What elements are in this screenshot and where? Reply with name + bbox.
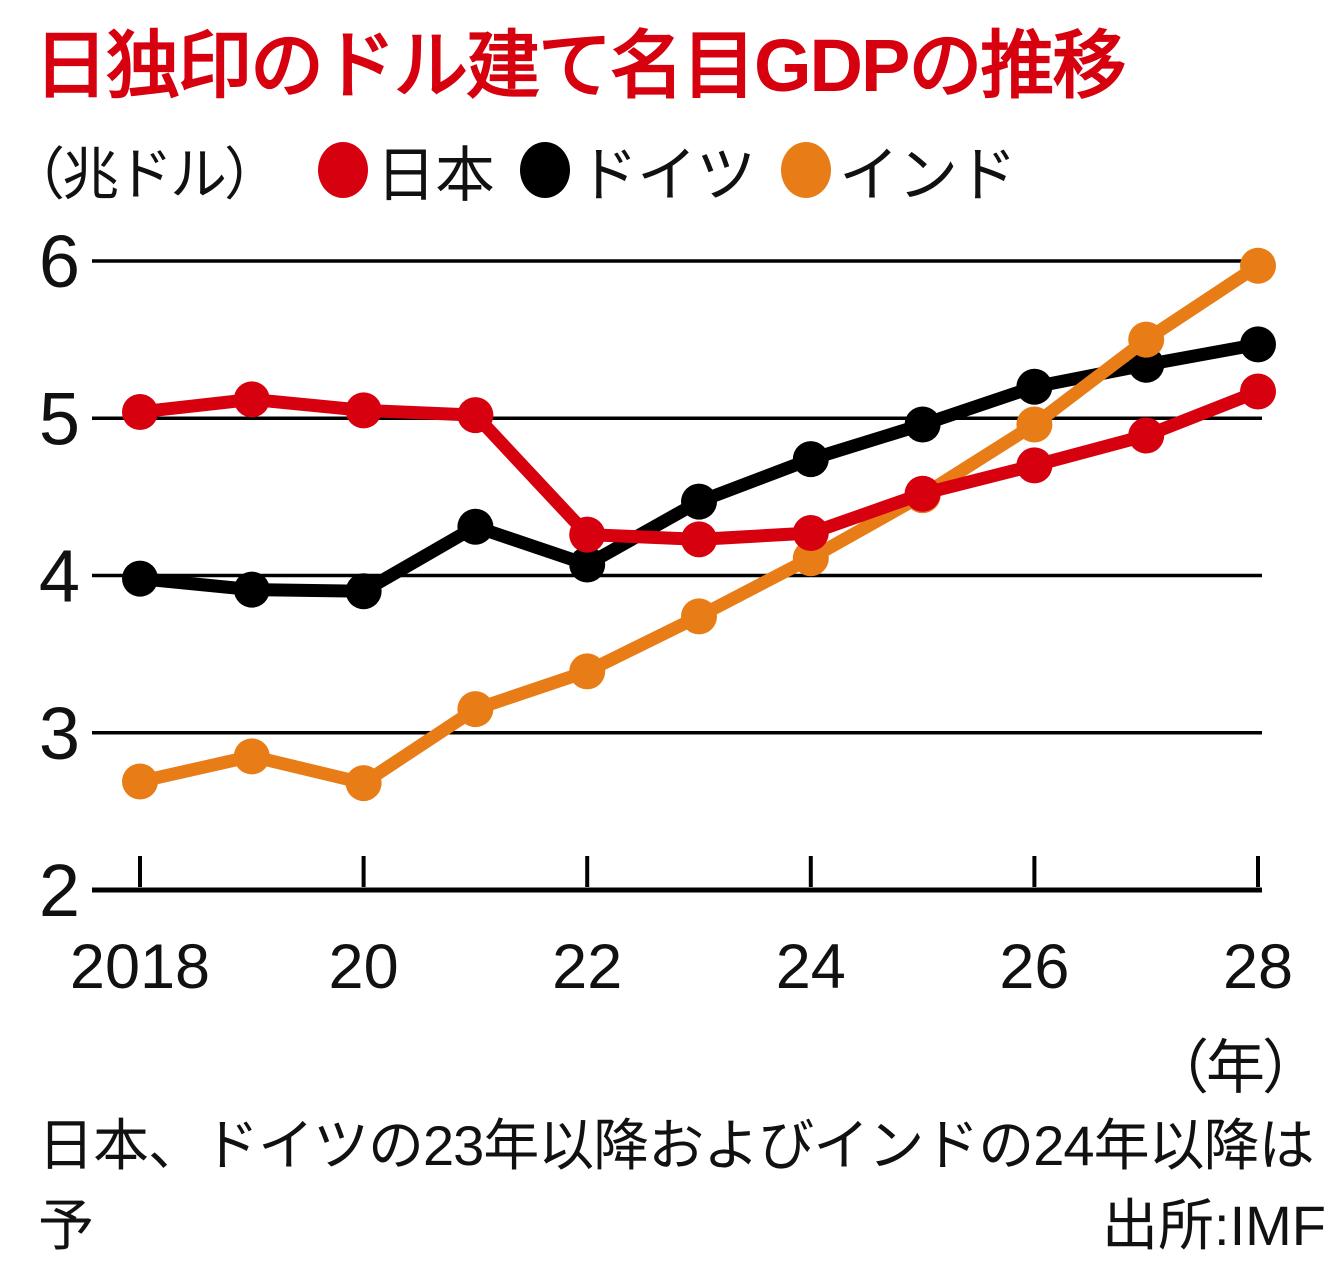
svg-text:28: 28: [1223, 932, 1293, 1002]
svg-text:3: 3: [39, 692, 80, 775]
footnote-line-1: 日本、ドイツの23年以降およびインドの24年以降は予: [38, 1114, 1315, 1257]
svg-text:22: 22: [552, 932, 622, 1002]
legend: 日本 ドイツ インド: [318, 127, 1017, 214]
x-axis-unit-label: （年）: [1149, 1035, 1321, 1101]
footnote: 日本、ドイツの23年以降およびインドの24年以降は予 測値。: [38, 1106, 1318, 1271]
legend-dot-india-icon: [781, 142, 831, 198]
svg-text:5: 5: [39, 377, 80, 460]
legend-item-japan: 日本: [318, 127, 495, 214]
legend-label-india: インド: [839, 141, 1017, 209]
legend-label-japan: 日本: [376, 141, 495, 209]
svg-text:26: 26: [999, 932, 1069, 1002]
legend-row: （兆ドル） 日本 ドイツ インド: [8, 128, 1332, 212]
legend-dot-germany-icon: [520, 142, 570, 198]
legend-label-germany: ドイツ: [578, 141, 756, 209]
svg-text:2018: 2018: [70, 932, 210, 1002]
svg-text:4: 4: [39, 535, 80, 618]
svg-text:24: 24: [776, 932, 846, 1002]
source-label: 出所:IMF: [1102, 1194, 1326, 1257]
legend-item-germany: ドイツ: [520, 127, 756, 214]
svg-text:20: 20: [329, 932, 399, 1002]
page-title: 日独印のドル建て名目GDPの推移: [34, 24, 1126, 107]
chart-svg: 2 3 4 5 6 2018 20 22 24 26 28: [39, 225, 1293, 1002]
footnote-line-2: 測値。: [38, 1266, 1318, 1271]
svg-text:6: 6: [39, 225, 80, 303]
svg-text:2: 2: [39, 849, 80, 932]
legend-item-india: インド: [781, 127, 1017, 214]
legend-dot-japan-icon: [318, 142, 368, 198]
y-axis-unit-label: （兆ドル）: [8, 143, 281, 207]
